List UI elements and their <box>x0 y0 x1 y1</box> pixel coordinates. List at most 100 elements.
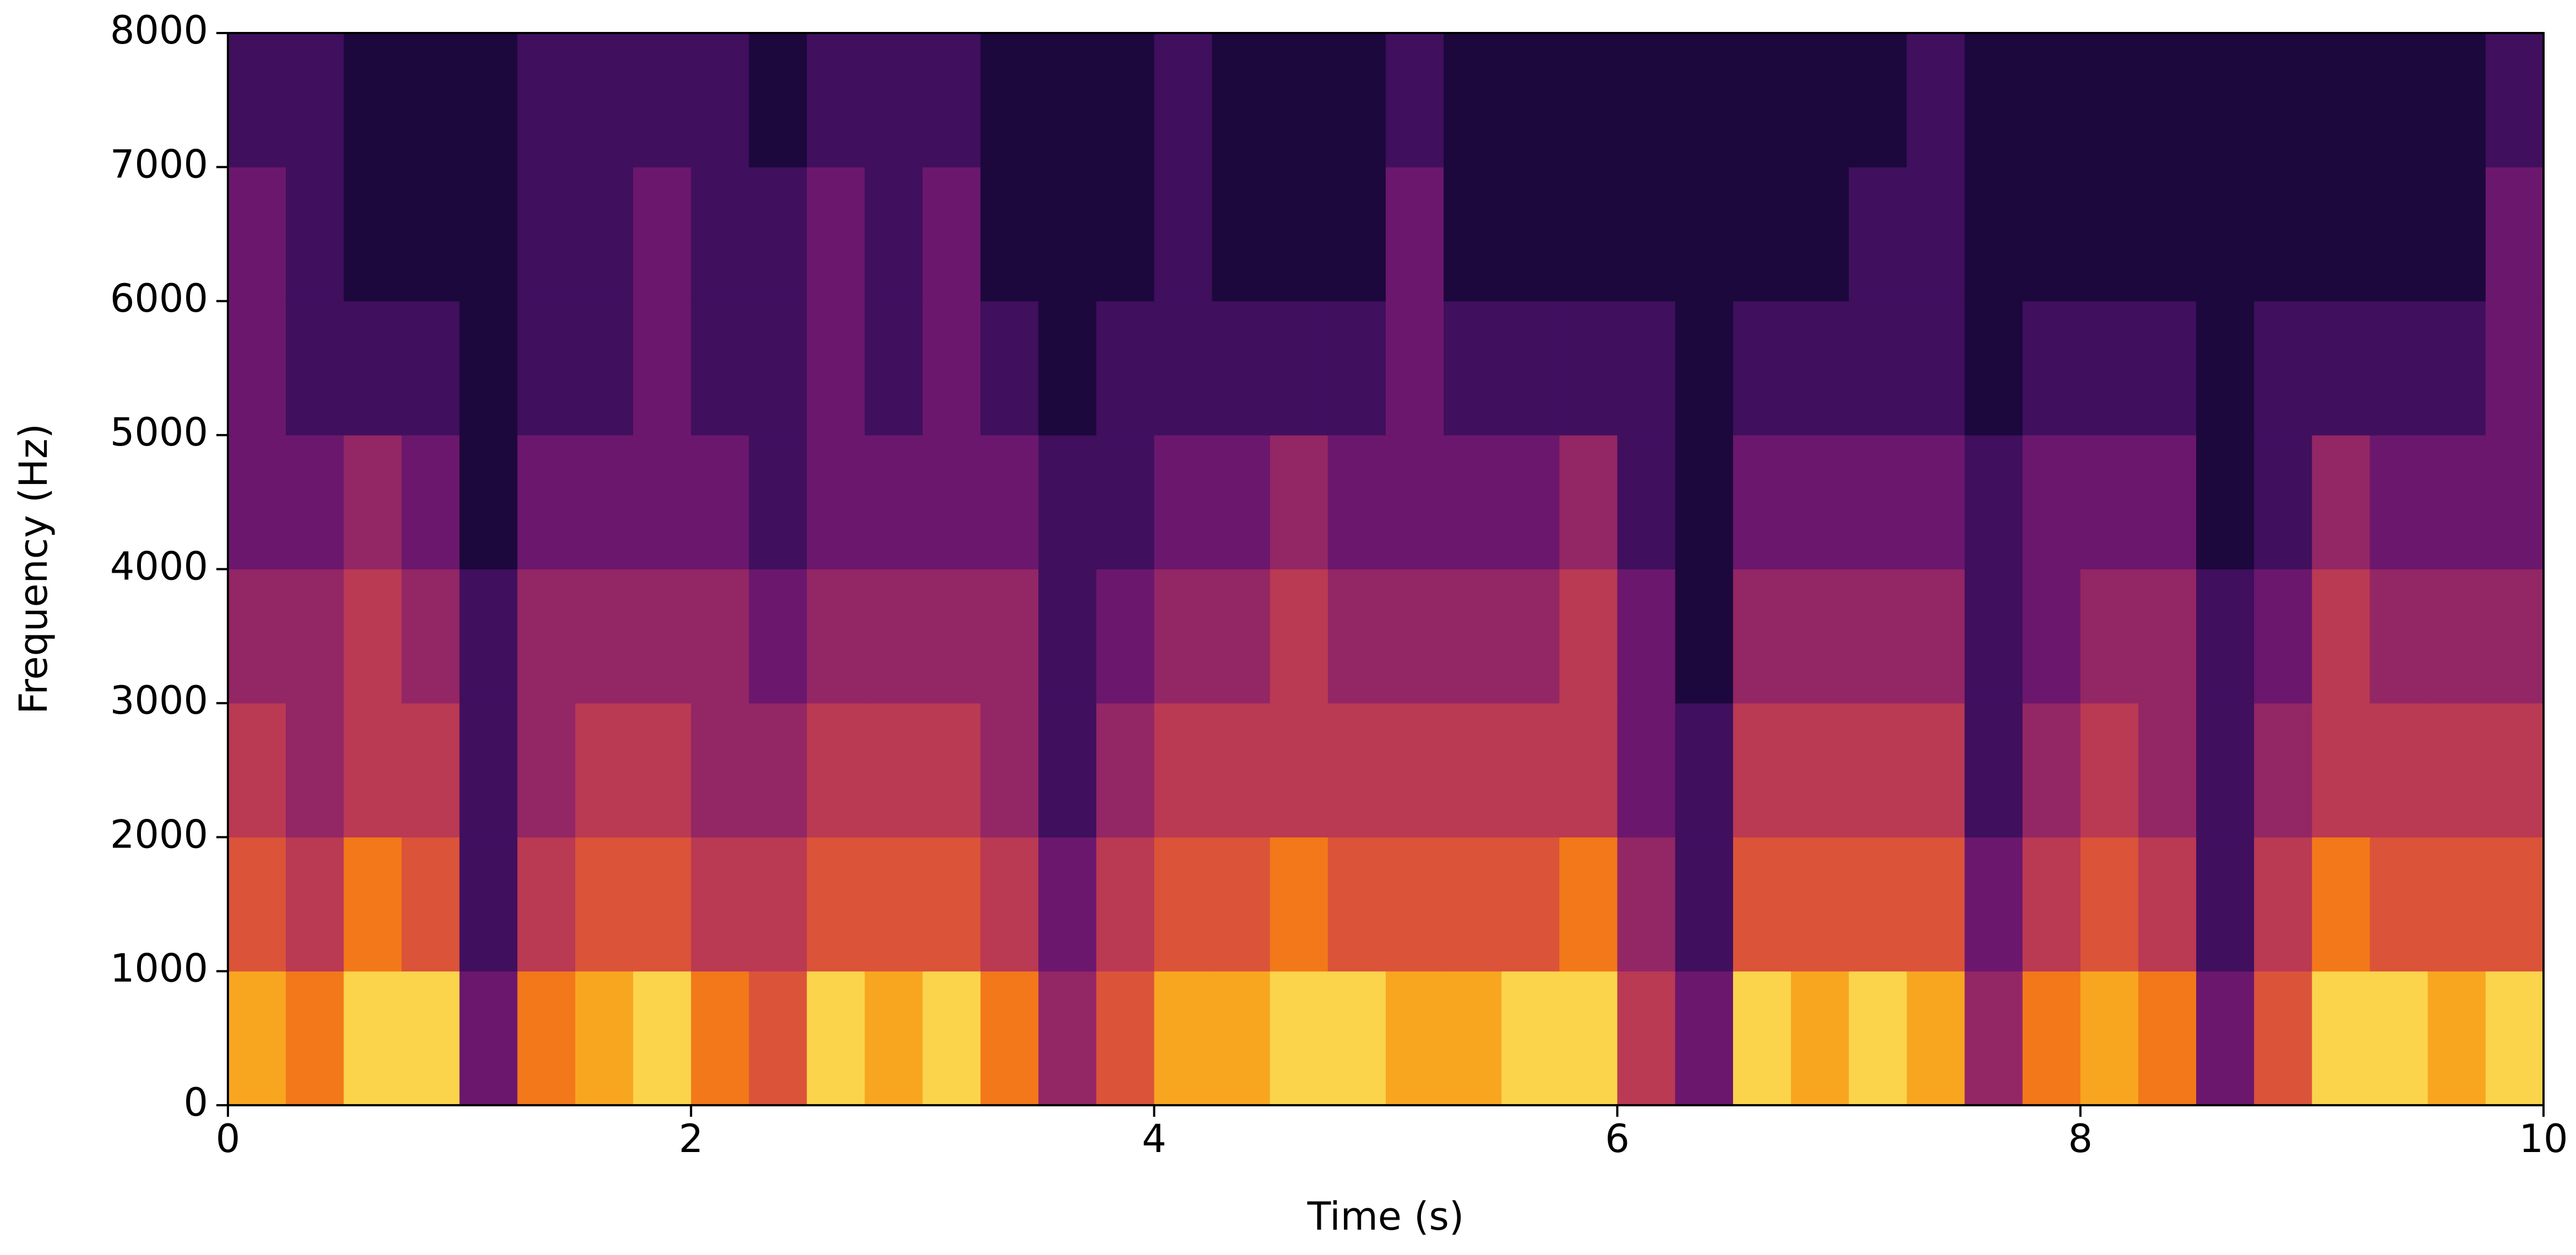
cell <box>1327 703 1386 838</box>
cell <box>2254 301 2312 436</box>
cell <box>1559 971 1618 1106</box>
cell <box>691 301 749 436</box>
cell <box>1617 33 1676 167</box>
cell <box>286 569 344 704</box>
cell <box>2196 33 2254 167</box>
cell <box>344 435 402 569</box>
cell <box>228 569 286 704</box>
cell <box>575 33 634 167</box>
cell <box>517 33 576 167</box>
cell <box>459 569 518 704</box>
cell <box>1444 703 1502 838</box>
cell <box>864 167 923 302</box>
cell <box>1964 703 2023 838</box>
cell <box>864 703 923 838</box>
cell <box>2312 703 2371 838</box>
cell <box>286 33 344 167</box>
cell <box>575 569 634 704</box>
cell <box>1501 301 1560 436</box>
cell <box>807 167 865 302</box>
cell <box>1270 167 1328 302</box>
cell <box>2312 569 2371 704</box>
cell <box>1212 703 1271 838</box>
cell <box>1096 167 1154 302</box>
cell <box>980 301 1039 436</box>
cell <box>1733 837 1791 972</box>
cell <box>1791 569 1849 704</box>
cell <box>1386 569 1444 704</box>
cell <box>1038 33 1097 167</box>
x-tick-label: 8 <box>2068 1116 2093 1161</box>
y-axis-label: Frequency (Hz) <box>11 423 56 714</box>
cell <box>459 33 518 167</box>
cell <box>2485 435 2544 569</box>
cell <box>1964 569 2023 704</box>
cell <box>2080 435 2139 569</box>
cell <box>2312 435 2371 569</box>
cell <box>228 971 286 1106</box>
cell <box>2427 971 2486 1106</box>
cell <box>2427 569 2486 704</box>
cell <box>1559 569 1618 704</box>
y-tick-label: 3000 <box>110 678 208 723</box>
cell <box>2485 167 2544 302</box>
cell <box>1038 301 1097 436</box>
cell <box>1038 837 1097 972</box>
cell <box>228 33 286 167</box>
cell <box>1791 33 1849 167</box>
cell <box>1849 971 1907 1106</box>
cell <box>1444 167 1502 302</box>
cell <box>633 569 691 704</box>
cell <box>1907 33 1965 167</box>
cell <box>922 301 981 436</box>
cell <box>1327 33 1386 167</box>
cell <box>1617 301 1676 436</box>
cell <box>2312 301 2371 436</box>
cell <box>1270 301 1328 436</box>
cell <box>1849 301 1907 436</box>
cell <box>1849 569 1907 704</box>
cell <box>864 971 923 1106</box>
cell <box>1501 971 1560 1106</box>
cell <box>1849 837 1907 972</box>
cell <box>575 167 634 302</box>
cell <box>344 703 402 838</box>
cell <box>1907 837 1965 972</box>
cell <box>2022 301 2081 436</box>
cell <box>1096 301 1154 436</box>
cell <box>1212 837 1271 972</box>
cell <box>459 703 518 838</box>
cell <box>344 301 402 436</box>
cell <box>807 569 865 704</box>
cell <box>691 435 749 569</box>
cell <box>2080 301 2139 436</box>
cell <box>1386 301 1444 436</box>
cell <box>2254 167 2312 302</box>
cell <box>1444 971 1502 1106</box>
cell <box>1675 971 1734 1106</box>
cell <box>286 301 344 436</box>
cell <box>2022 971 2081 1106</box>
cell <box>2022 435 2081 569</box>
cell <box>2196 971 2254 1106</box>
cell <box>1154 435 1213 569</box>
cell <box>1212 971 1271 1106</box>
cell <box>575 301 634 436</box>
cell <box>286 703 344 838</box>
cell <box>807 435 865 569</box>
cell <box>1849 435 1907 569</box>
cell <box>1444 33 1502 167</box>
cell <box>1444 435 1502 569</box>
cell <box>401 703 460 838</box>
cell <box>1733 33 1791 167</box>
cell <box>575 971 634 1106</box>
cell <box>2254 569 2312 704</box>
cell <box>922 971 981 1106</box>
cell <box>749 167 807 302</box>
cell <box>2138 569 2197 704</box>
cell <box>691 703 749 838</box>
cell <box>1154 167 1213 302</box>
cell <box>2196 703 2254 838</box>
y-tick-label: 2000 <box>110 812 208 857</box>
cell <box>1559 33 1618 167</box>
